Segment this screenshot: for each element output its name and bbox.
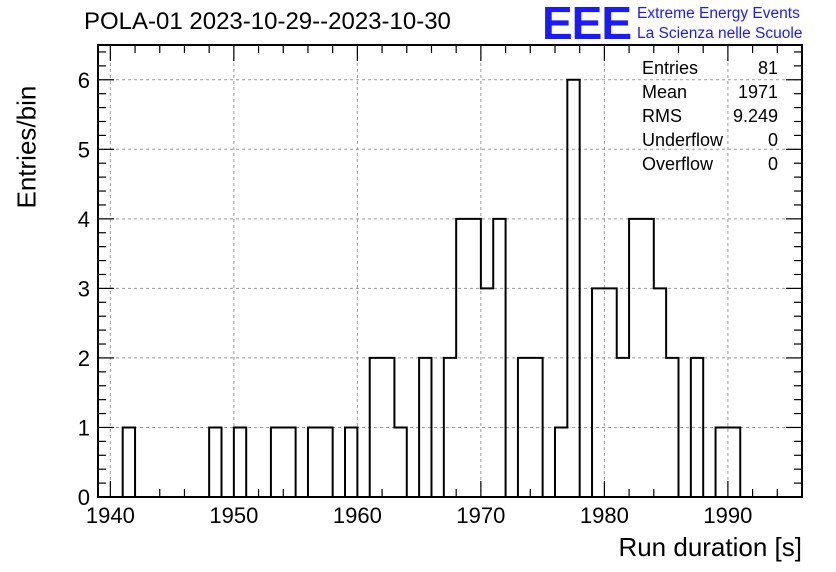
y-tick-label: 1	[78, 415, 90, 440]
x-tick-label: 1980	[580, 503, 629, 528]
logo-line-2: La Scienza nelle Scuole	[637, 25, 803, 42]
histogram-bin	[654, 288, 666, 497]
stats-rms-label: RMS	[642, 106, 682, 126]
histogram-outline	[110, 78, 802, 498]
y-tick-label: 4	[78, 207, 90, 232]
histogram-bin	[481, 288, 493, 497]
histogram-bin	[728, 427, 740, 497]
stats-row-entries: Entries 81	[642, 58, 782, 82]
stats-mean-label: Mean	[642, 82, 688, 102]
stats-underflow-label: Underflow	[642, 130, 724, 150]
y-tick-label: 0	[78, 485, 90, 510]
histogram-bin	[345, 427, 357, 497]
stats-overflow-value: 0	[767, 154, 778, 174]
x-tick-label: 1970	[456, 503, 505, 528]
stats-row-underflow: Underflow 0	[642, 130, 782, 154]
histogram-bin	[283, 427, 295, 497]
y-tick-label: 2	[78, 346, 90, 371]
logo-line-1: Extreme Energy Events	[637, 5, 800, 22]
stats-overflow-label: Overflow	[642, 154, 714, 174]
histogram-bin	[320, 427, 332, 497]
histogram-bin	[234, 427, 246, 497]
x-tick-label: 1940	[86, 503, 135, 528]
logo-mark: EEE	[542, 0, 632, 49]
histogram-bin	[209, 427, 221, 497]
x-tick-label: 1990	[703, 503, 752, 528]
stats-underflow-value: 0	[767, 130, 778, 150]
plot-frame	[97, 44, 803, 498]
histogram-bin	[308, 427, 320, 497]
y-tick-label: 3	[78, 276, 90, 301]
stats-rms-value: 9.249	[732, 106, 778, 126]
stats-entries-label: Entries	[642, 58, 699, 78]
stats-box: Entries 81 Mean 1971 RMS 9.249 Underflow…	[642, 58, 782, 178]
histogram-bin	[394, 427, 406, 497]
stats-mean-value: 1971	[737, 82, 778, 102]
histogram-bin	[271, 427, 283, 497]
histogram-bin	[604, 288, 616, 497]
y-tick-label: 5	[78, 137, 90, 162]
x-tick-label: 1960	[333, 503, 382, 528]
stats-row-overflow: Overflow 0	[642, 154, 782, 178]
histogram-bin	[123, 427, 135, 497]
histogram-bin	[716, 427, 728, 497]
stats-entries-value: 81	[757, 58, 778, 78]
x-axis-label: Run duration [s]	[618, 532, 802, 562]
y-tick-label: 6	[78, 68, 90, 93]
stats-row-rms: RMS 9.249	[642, 106, 782, 130]
x-tick-label: 1950	[209, 503, 258, 528]
stats-row-mean: Mean 1971	[642, 82, 782, 106]
histogram-bin	[555, 427, 567, 497]
histogram-bin	[592, 288, 604, 497]
chart-title: POLA-01 2023-10-29--2023-10-30	[84, 8, 451, 35]
